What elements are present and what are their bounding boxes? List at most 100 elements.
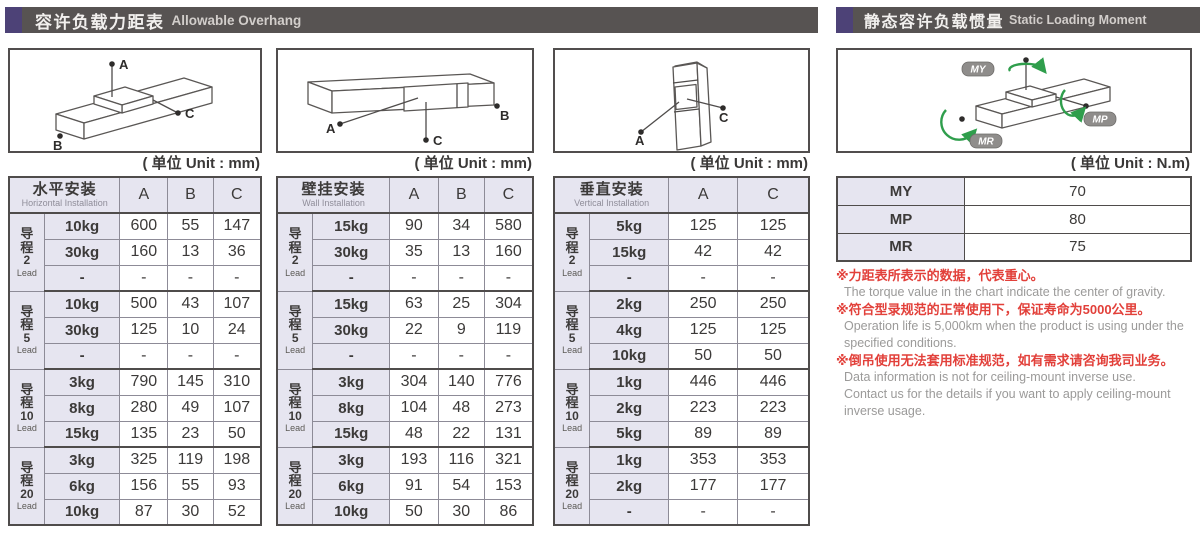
- value-cell: 87: [119, 498, 169, 526]
- table-row: ----: [277, 342, 534, 370]
- value-cell: 42: [668, 238, 739, 266]
- lead-char: 程: [20, 473, 34, 488]
- header-accent-square: [836, 7, 853, 33]
- point-b-label: B: [500, 108, 509, 123]
- value-cell: 776: [483, 368, 534, 396]
- lead-char: 程: [565, 473, 579, 488]
- note-text-zh: ※力距表所表示的数据，代表重心。: [836, 268, 1044, 283]
- note-text-en: inverse usage.: [844, 404, 926, 418]
- value-cell: 36: [212, 238, 262, 266]
- lead-cell: 导程 5 Lead: [553, 290, 591, 370]
- point-b-dot: [494, 103, 500, 109]
- table-row: 导程 10 Lead 3kg 304 140 776: [276, 368, 534, 448]
- value-cell: 30: [167, 498, 214, 526]
- value-cell: 50: [737, 342, 810, 370]
- section-title-en: Allowable Overhang: [171, 12, 302, 28]
- point-a-line: [640, 101, 680, 133]
- value-cell: -: [119, 264, 169, 292]
- value-cell: 125: [119, 316, 169, 344]
- value-cell: 790: [119, 368, 169, 396]
- load-cell: -: [312, 264, 391, 292]
- value-cell: 193: [389, 446, 439, 474]
- note-text-en: The torque value in the chart indicate t…: [844, 285, 1166, 299]
- value-cell: 13: [167, 238, 214, 266]
- value-cell: 280: [119, 394, 169, 422]
- rail-side-face: [696, 62, 712, 147]
- value-cell: 353: [668, 446, 739, 474]
- note-item: ※倒吊使用无法套用标准规范，如有需求请咨询我司业务。 Data informati…: [836, 352, 1192, 420]
- moment-table: MY 70 MP 80 MR 75: [836, 176, 1192, 262]
- value-cell: 13: [437, 238, 485, 266]
- column-header-a: A: [119, 176, 169, 214]
- table-title-zh: 垂直安装: [579, 181, 644, 198]
- value-cell: 446: [737, 368, 810, 396]
- mp-axis-dot: [1083, 103, 1089, 109]
- value-cell: 135: [119, 420, 169, 448]
- load-cell: -: [43, 342, 121, 370]
- load-cell: 1kg: [589, 446, 670, 474]
- point-a-dot: [638, 129, 644, 135]
- lead-word: Lead: [562, 345, 583, 356]
- lead-char: 程: [20, 395, 34, 411]
- value-cell: -: [212, 342, 262, 370]
- table-row: 导程 2 Lead 5kg 125 125: [553, 212, 810, 292]
- lead-char: 程: [20, 317, 34, 333]
- table-row: 导程 10 Lead 3kg 790 145 310: [8, 368, 262, 448]
- point-c-label: C: [719, 110, 729, 125]
- lead-cell: 导程 20 Lead: [8, 446, 45, 526]
- point-a-label: A: [635, 133, 645, 148]
- lead-word: Lead: [562, 423, 583, 434]
- value-cell: 119: [167, 446, 214, 474]
- value-cell: 23: [167, 420, 214, 448]
- column-wall-installation: A B C ( 单位 Unit : mm) 壁挂安装 Wall Installat…: [276, 48, 534, 526]
- value-cell: 147: [212, 212, 262, 240]
- value-cell: 55: [167, 472, 214, 500]
- column-header-a: A: [389, 176, 439, 214]
- lead-char: 导: [565, 381, 579, 397]
- my-badge-label: MY: [971, 65, 987, 76]
- lead-char: 程: [20, 239, 34, 255]
- table-header-row: 水平安装 Horizontal Installation A B C: [8, 176, 262, 214]
- value-cell: 49: [167, 394, 214, 422]
- lead-char: 程: [565, 395, 579, 411]
- lead-char: 导: [565, 459, 579, 475]
- value-cell: -: [668, 498, 739, 526]
- value-cell: 304: [389, 368, 439, 396]
- load-cell: 3kg: [312, 368, 391, 396]
- value-cell: 198: [212, 446, 262, 474]
- value-cell: 580: [483, 212, 534, 240]
- column-header-c: C: [737, 176, 810, 214]
- lead-word: Lead: [285, 423, 306, 434]
- point-c-label: C: [433, 133, 443, 148]
- value-cell: 42: [737, 238, 810, 266]
- value-cell: 10: [167, 316, 214, 344]
- table-row: 15kg 135 23 50: [9, 420, 262, 448]
- value-cell: 131: [483, 420, 534, 448]
- lead-cell: 导程 2 Lead: [553, 212, 591, 292]
- table-row: ---: [554, 498, 810, 526]
- unit-label-mm: ( 单位 Unit : mm): [414, 155, 533, 172]
- value-cell: 54: [437, 472, 485, 500]
- lead-char: 导: [288, 459, 302, 475]
- point-a-label: A: [326, 121, 336, 136]
- value-cell: 25: [437, 290, 485, 318]
- point-a-line: [339, 97, 419, 125]
- table-row: ---: [554, 264, 810, 292]
- value-cell: -: [483, 342, 534, 370]
- lead-char: 导: [565, 303, 579, 319]
- lead-cell: 导程 10 Lead: [553, 368, 591, 448]
- value-cell: -: [437, 264, 485, 292]
- point-c-dot: [175, 110, 181, 116]
- value-cell: 353: [737, 446, 810, 474]
- load-cell: 30kg: [43, 238, 121, 266]
- table-row: 30kg 125 10 24: [9, 316, 262, 344]
- value-cell: 63: [389, 290, 439, 318]
- value-cell: 9: [437, 316, 485, 344]
- lead-cell: 导程 20 Lead: [276, 446, 314, 526]
- table-title-en: Wall Installation: [302, 198, 365, 208]
- table-title-cell: 水平安装 Horizontal Installation: [8, 176, 121, 214]
- value-cell: 104: [389, 394, 439, 422]
- value-cell: 50: [212, 420, 262, 448]
- value-cell: 310: [212, 368, 262, 396]
